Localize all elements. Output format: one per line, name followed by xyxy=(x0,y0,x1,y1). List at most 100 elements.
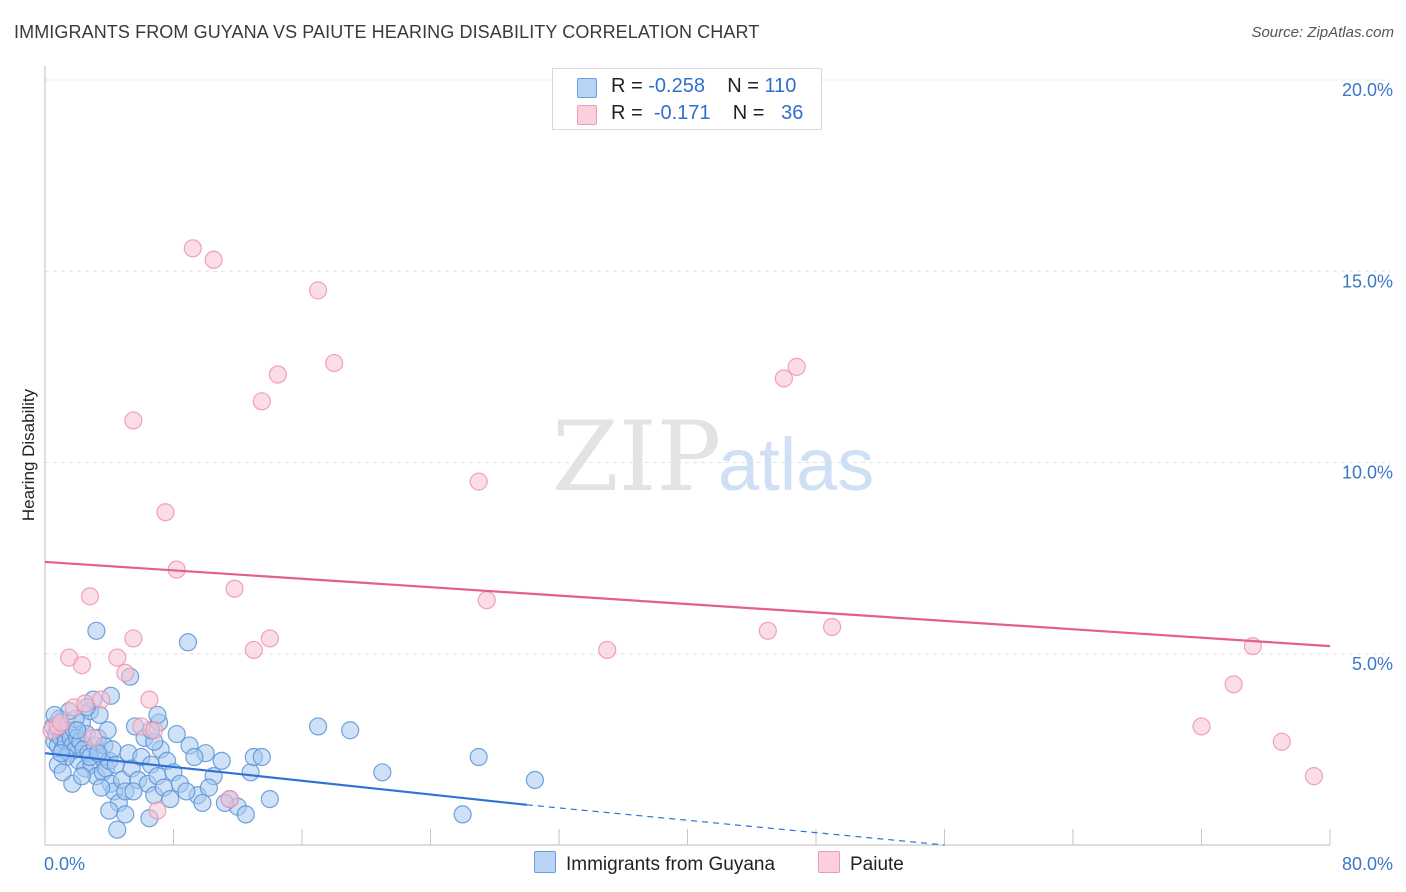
point-guyana xyxy=(72,767,92,786)
point-guyana xyxy=(116,805,135,824)
point-paiute xyxy=(477,591,496,610)
trend-lines xyxy=(44,560,1331,846)
point-guyana xyxy=(252,747,271,767)
trend-line-guyana-extension xyxy=(526,804,945,846)
point-paiute xyxy=(787,357,806,376)
legend-swatch-paiute xyxy=(577,105,597,125)
watermark: ZIP atlas xyxy=(552,401,874,513)
point-guyana xyxy=(453,805,472,824)
point-paiute xyxy=(1272,732,1291,751)
source-label: Source: ZipAtlas.com xyxy=(1251,24,1394,41)
x-tick-label: 0.0% xyxy=(44,854,85,874)
point-guyana xyxy=(260,789,279,809)
point-guyana xyxy=(178,633,198,652)
legend-n-value: 110 xyxy=(764,75,797,97)
axes xyxy=(44,66,1331,846)
legend-swatch-guyana xyxy=(577,78,597,98)
legend-r-value: -0.171 xyxy=(653,102,711,124)
point-guyana xyxy=(525,770,545,790)
point-paiute xyxy=(92,690,111,709)
point-guyana xyxy=(212,751,231,770)
point-paiute xyxy=(145,721,164,740)
point-paiute xyxy=(822,617,842,637)
point-guyana xyxy=(100,801,119,820)
watermark-atlas: atlas xyxy=(718,423,874,506)
point-paiute xyxy=(1224,675,1243,694)
point-paiute xyxy=(260,629,279,648)
chart-title: IMMIGRANTS FROM GUYANA VS PAIUTE HEARING… xyxy=(14,22,760,42)
point-paiute xyxy=(51,713,71,732)
x-tick-label: 80.0% xyxy=(1342,854,1393,874)
point-paiute xyxy=(268,365,288,384)
legend-n-label: N = xyxy=(727,75,759,97)
point-paiute xyxy=(124,411,143,430)
point-paiute xyxy=(220,789,239,809)
point-guyana xyxy=(98,721,117,740)
point-guyana xyxy=(124,782,143,801)
legend-n-label: N = xyxy=(732,102,765,124)
point-guyana xyxy=(308,717,328,736)
trend-line-guyana xyxy=(44,752,527,806)
legend-text-paiute: R = -0.171 N = 36 xyxy=(611,102,803,125)
point-guyana xyxy=(92,778,111,797)
point-paiute xyxy=(183,239,202,258)
legend-r-label: R = xyxy=(611,102,643,124)
point-guyana xyxy=(469,747,488,767)
y-tick-label: 5.0% xyxy=(1352,654,1393,674)
point-paiute xyxy=(308,281,328,300)
point-guyana xyxy=(177,782,196,801)
y-tick-label: 20.0% xyxy=(1342,80,1393,100)
point-paiute xyxy=(108,648,127,667)
point-paiute xyxy=(124,629,143,648)
point-guyana xyxy=(193,793,212,813)
y-tick-label: 15.0% xyxy=(1342,271,1393,291)
legend-r-label: R = xyxy=(611,75,643,97)
point-guyana xyxy=(87,621,106,640)
bottom-legend-swatch-guyana xyxy=(534,851,556,873)
bottom-legend-paiute: Paiute xyxy=(818,851,904,876)
stats-legend: R = -0.258 N = 110 R = -0.171 N = 36 xyxy=(552,68,822,130)
point-guyana xyxy=(185,747,204,767)
point-paiute xyxy=(116,663,135,682)
point-guyana xyxy=(241,763,260,782)
point-guyana xyxy=(341,721,360,740)
y-axis-label: Hearing Disability xyxy=(19,388,38,521)
grid-lines xyxy=(45,79,1390,655)
point-paiute xyxy=(204,250,223,269)
trend-line-paiute xyxy=(44,560,1331,648)
legend-r-value: -0.258 xyxy=(648,75,705,97)
point-paiute xyxy=(1192,717,1211,736)
point-paiute xyxy=(774,369,793,388)
point-paiute xyxy=(76,694,95,713)
point-paiute xyxy=(244,640,263,660)
point-paiute xyxy=(80,587,100,606)
point-paiute xyxy=(148,801,167,820)
point-paiute xyxy=(156,503,175,522)
point-paiute xyxy=(1304,767,1324,786)
point-paiute xyxy=(598,640,617,660)
bottom-legend-swatch-paiute xyxy=(818,851,840,873)
point-guyana xyxy=(236,805,255,824)
series-paiute-points xyxy=(42,239,1324,820)
legend-text-guyana: R = -0.258 N = 110 xyxy=(611,75,796,98)
point-paiute xyxy=(140,690,159,709)
legend-n-value: 36 xyxy=(781,102,804,124)
point-paiute xyxy=(72,656,92,675)
point-paiute xyxy=(225,579,244,598)
point-paiute xyxy=(84,728,103,748)
point-guyana xyxy=(68,721,87,740)
point-guyana xyxy=(148,705,167,725)
point-paiute xyxy=(325,353,344,373)
bottom-legend-guyana: Immigrants from Guyana xyxy=(534,851,775,876)
watermark-zip: ZIP xyxy=(552,401,721,513)
tick-labels: 5.0% 10.0% 15.0% 20.0% 0.0% 80.0% xyxy=(44,80,1393,874)
y-tick-label: 10.0% xyxy=(1342,463,1393,483)
point-guyana xyxy=(108,820,127,839)
point-guyana xyxy=(167,724,186,744)
bottom-legend-label-paiute: Paiute xyxy=(850,854,904,875)
point-paiute xyxy=(469,472,488,491)
point-guyana xyxy=(161,789,180,809)
point-guyana xyxy=(373,763,392,782)
point-paiute xyxy=(758,621,777,640)
